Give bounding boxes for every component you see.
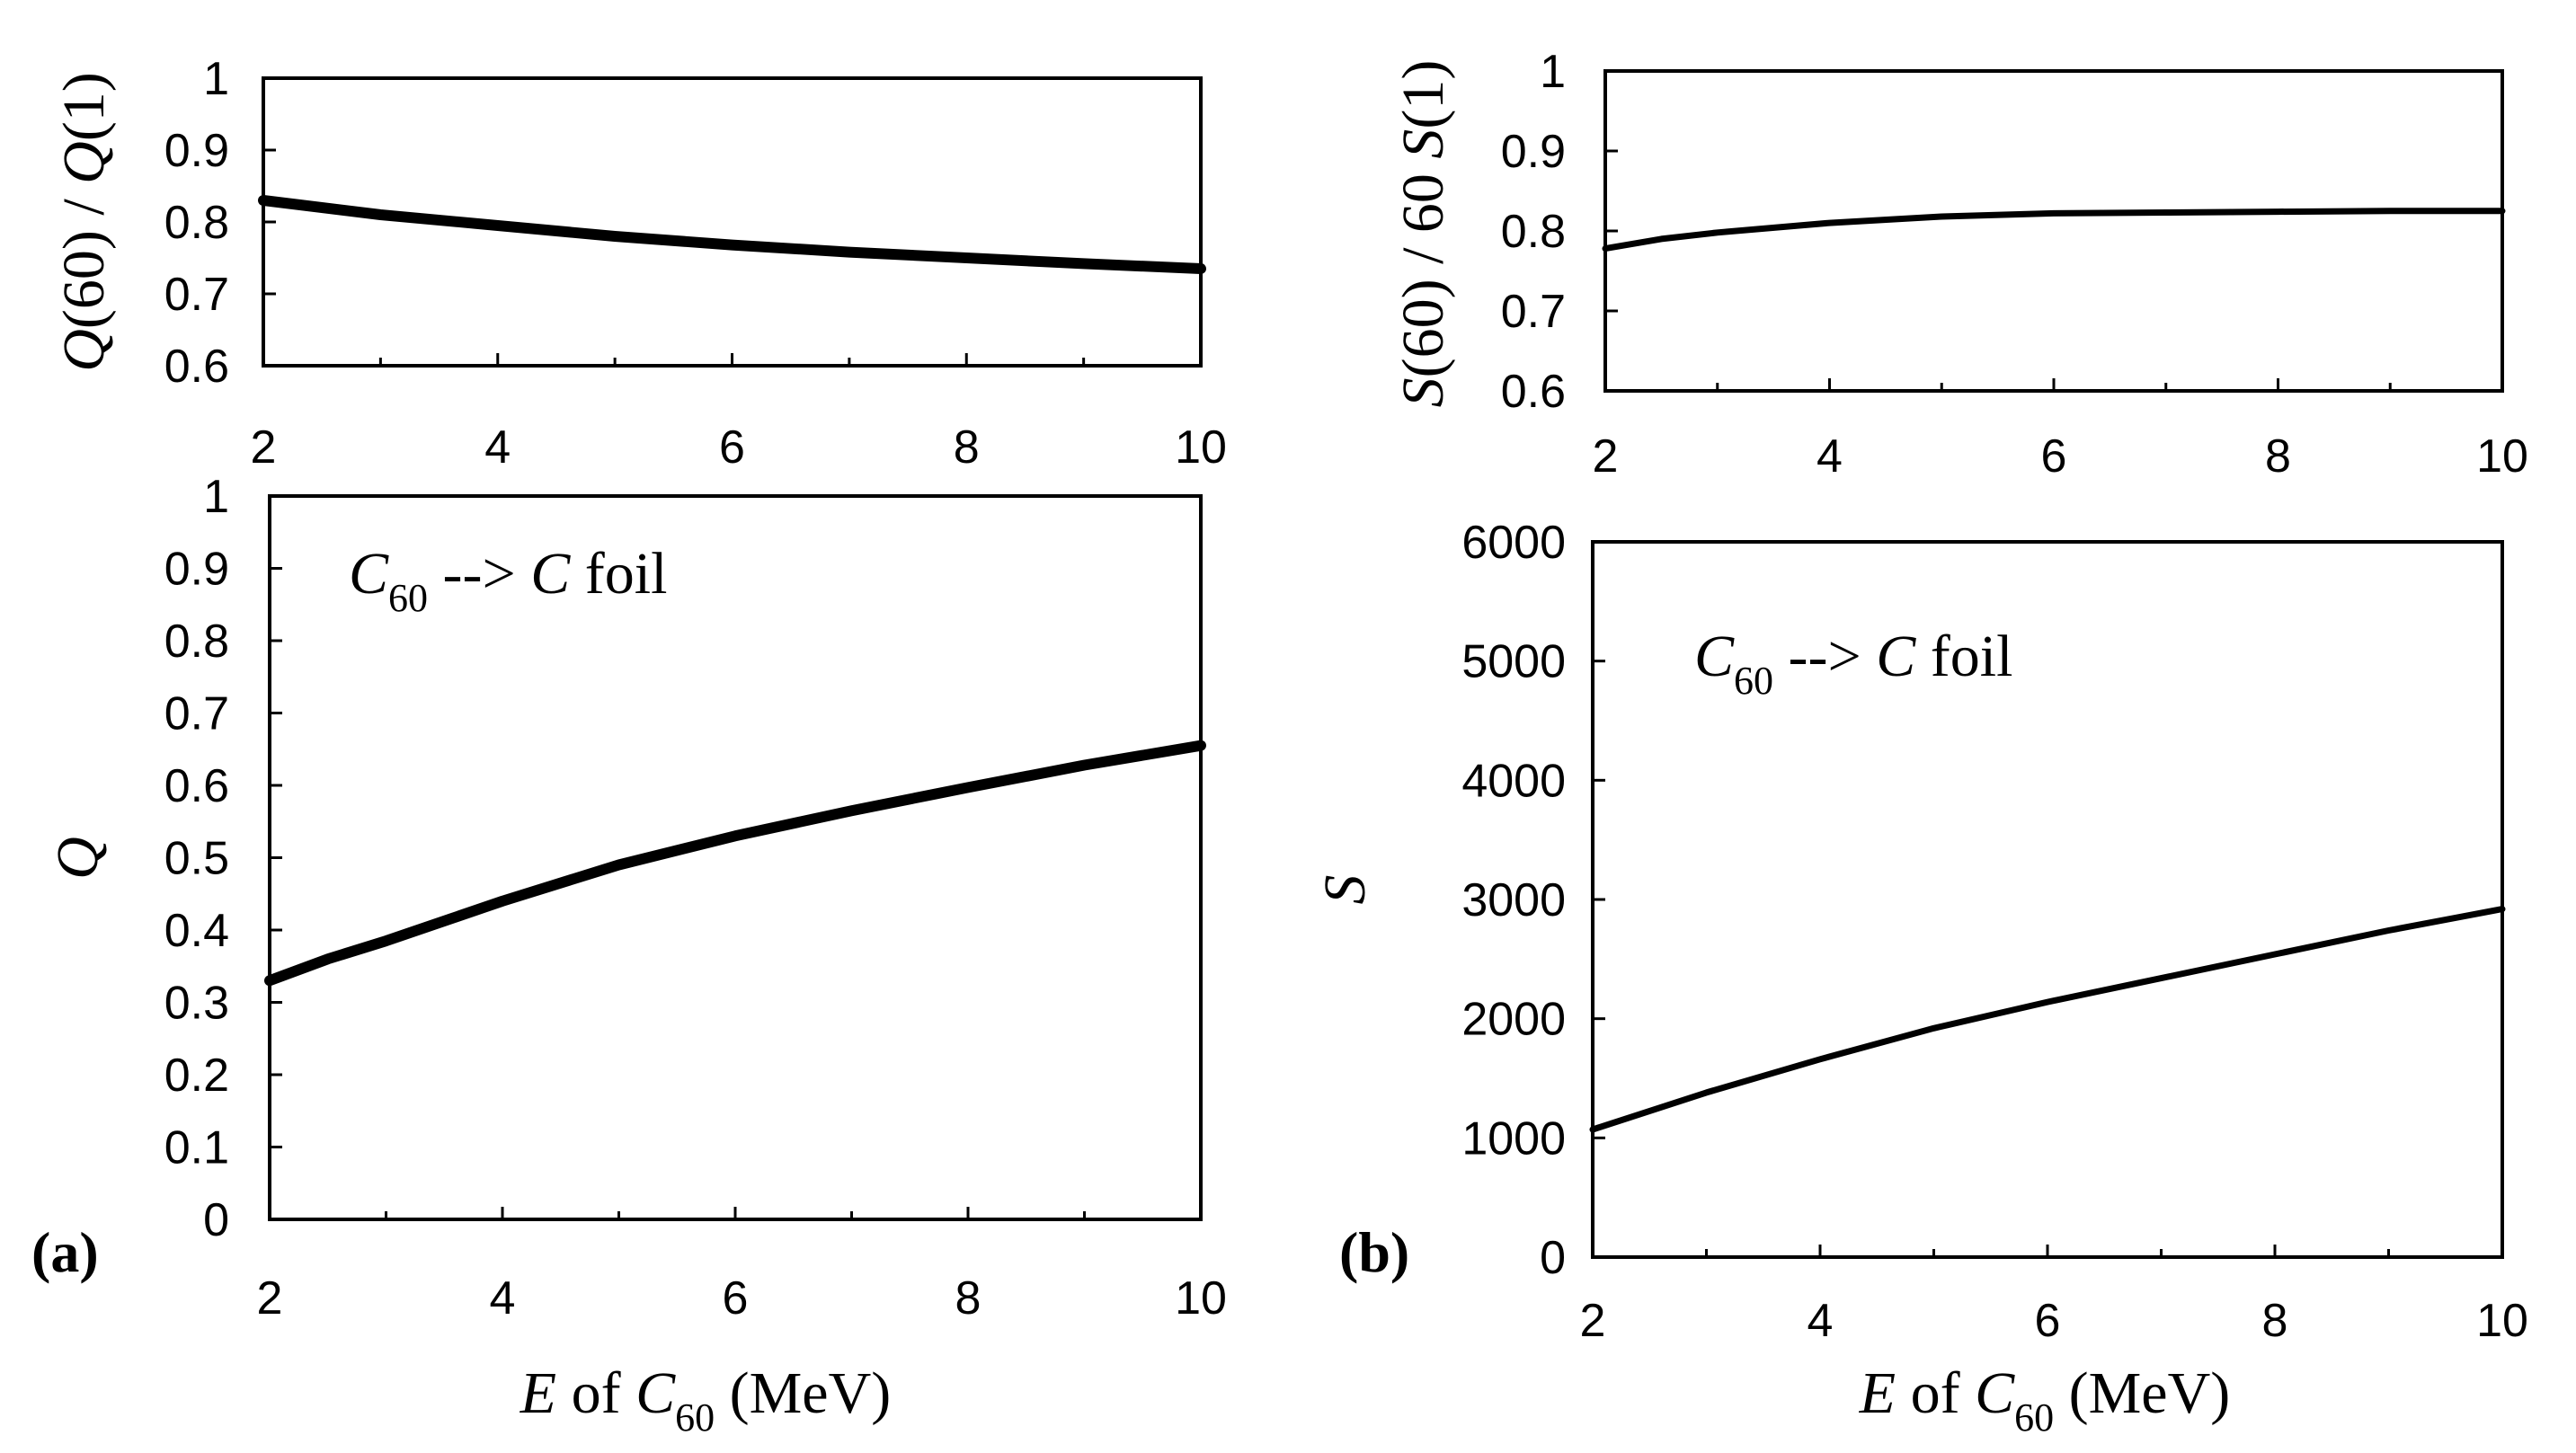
series-b-bottom: [1589, 906, 2506, 1133]
x-tick-label: 4: [1817, 430, 1843, 483]
y-tick-label: 1: [1540, 46, 1566, 98]
x-tick-label: 4: [1808, 1295, 1834, 1347]
x-tick-label: 6: [719, 421, 745, 474]
y-tick-label: 0.1: [164, 1122, 229, 1174]
x-tick-label: 8: [2265, 430, 2291, 483]
y-axis-title-a-bottom: Q: [45, 837, 111, 880]
x-tick-label: 8: [955, 1272, 982, 1325]
x-ticks-b-top: 2 4 6 8 10: [1593, 378, 2528, 483]
y-tick-label: 0.4: [164, 905, 229, 957]
x-tick-label: 2: [251, 421, 277, 474]
y-tick-label: 0.2: [164, 1050, 229, 1102]
chart-a-bottom: 2 4 6 8 10 0 0.1 0.2 0.3 0.4 0.5 0.6 0.7 0.8 0.9 1 C60…: [31, 471, 1227, 1440]
plot-frame-a-bottom: [268, 494, 1203, 1221]
panel-label-b: (b): [1339, 1220, 1409, 1284]
y-tick-label: 0.9: [164, 544, 229, 596]
x-ticks-a-bottom: 2 4 6 8 10: [257, 1207, 1227, 1325]
x-tick-label: 6: [2041, 430, 2067, 483]
x-tick-label: 4: [490, 1272, 516, 1325]
y-tick-label: 0.9: [1501, 126, 1566, 178]
x-tick-label: 10: [2476, 430, 2528, 483]
y-tick-label: 0: [1540, 1232, 1566, 1284]
y-tick-label: 3000: [1461, 874, 1566, 926]
x-axis-title-a: E of C60 (MeV): [520, 1360, 891, 1440]
series-b-top: [1602, 208, 2506, 253]
x-tick-label: 6: [2035, 1295, 2061, 1347]
x-tick-label: 8: [2262, 1295, 2288, 1347]
y-axis-title-a-top: Q(60) / Q(1): [51, 72, 117, 372]
series-a-top: [258, 195, 1206, 274]
annotation-b: C60 --> C foil: [1694, 624, 2012, 703]
chart-a-top: 2 4 6 8 10 0.6 0.7 0.8 0.9 1 Q(60) / Q(1): [51, 53, 1227, 474]
y-tick-label: 1000: [1461, 1112, 1566, 1165]
y-tick-label: 0.8: [164, 197, 229, 249]
y-tick-label: 1: [203, 53, 229, 105]
x-ticks-a-top: 2 4 6 8 10: [251, 353, 1227, 474]
y-tick-label: 2000: [1461, 994, 1566, 1046]
y-tick-label: 0.7: [164, 688, 229, 740]
y-tick-label: 0.6: [164, 760, 229, 812]
x-tick-label: 6: [723, 1272, 749, 1325]
x-tick-label: 2: [1580, 1295, 1606, 1347]
y-tick-label: 0.6: [164, 341, 229, 393]
series-line: [264, 740, 1206, 987]
series-line: [1589, 906, 2506, 1133]
y-tick-label: 0.5: [164, 833, 229, 885]
y-tick-label: 1: [203, 471, 229, 523]
y-tick-label: 0: [203, 1194, 229, 1246]
series-line: [1602, 208, 2506, 253]
x-tick-label: 10: [2476, 1295, 2528, 1347]
y-tick-label: 0.9: [164, 125, 229, 177]
annotation-a: C60 --> C foil: [349, 541, 667, 620]
y-ticks-b-bottom: 0 1000 2000 3000 4000 5000 6000: [1461, 517, 1605, 1284]
x-tick-label: 10: [1175, 1272, 1227, 1325]
x-tick-label: 10: [1175, 421, 1227, 474]
x-tick-label: 2: [1593, 430, 1619, 483]
panel-label-a: (a): [31, 1220, 99, 1284]
y-tick-label: 0.3: [164, 978, 229, 1030]
y-ticks-a-bottom: 0 0.1 0.2 0.3 0.4 0.5 0.6 0.7 0.8 0.9 1: [164, 471, 282, 1246]
y-tick-label: 0.7: [164, 269, 229, 321]
chart-b-top: 2 4 6 8 10 0.6 0.7 0.8 0.9 1 S(60) / 60 S(1): [1390, 46, 2528, 483]
x-axis-title-b: E of C60 (MeV): [1859, 1360, 2230, 1440]
x-tick-label: 8: [954, 421, 980, 474]
y-tick-label: 6000: [1461, 517, 1566, 569]
y-tick-label: 0.7: [1501, 286, 1566, 338]
y-axis-title-b-top: S(60) / 60 S(1): [1390, 60, 1456, 408]
series-line: [258, 195, 1206, 274]
x-tick-label: 4: [484, 421, 511, 474]
x-ticks-b-bottom: 2 4 6 8 10: [1580, 1245, 2528, 1347]
y-ticks-a-top: 0.6 0.7 0.8 0.9 1: [164, 53, 276, 393]
y-tick-label: 0.6: [1501, 366, 1566, 418]
y-ticks-b-top: 0.6 0.7 0.8 0.9 1: [1501, 46, 1618, 418]
y-tick-label: 4000: [1461, 755, 1566, 807]
y-tick-label: 5000: [1461, 636, 1566, 688]
chart-b-bottom: 2 4 6 8 10 0 1000 2000 3000 4000 5000 6000 C60 -->…: [1312, 517, 2528, 1440]
x-tick-label: 2: [257, 1272, 283, 1325]
series-a-bottom: [264, 740, 1206, 987]
y-tick-label: 0.8: [1501, 206, 1566, 258]
y-tick-label: 0.8: [164, 616, 229, 668]
y-axis-title-b-bottom: S: [1312, 875, 1378, 905]
